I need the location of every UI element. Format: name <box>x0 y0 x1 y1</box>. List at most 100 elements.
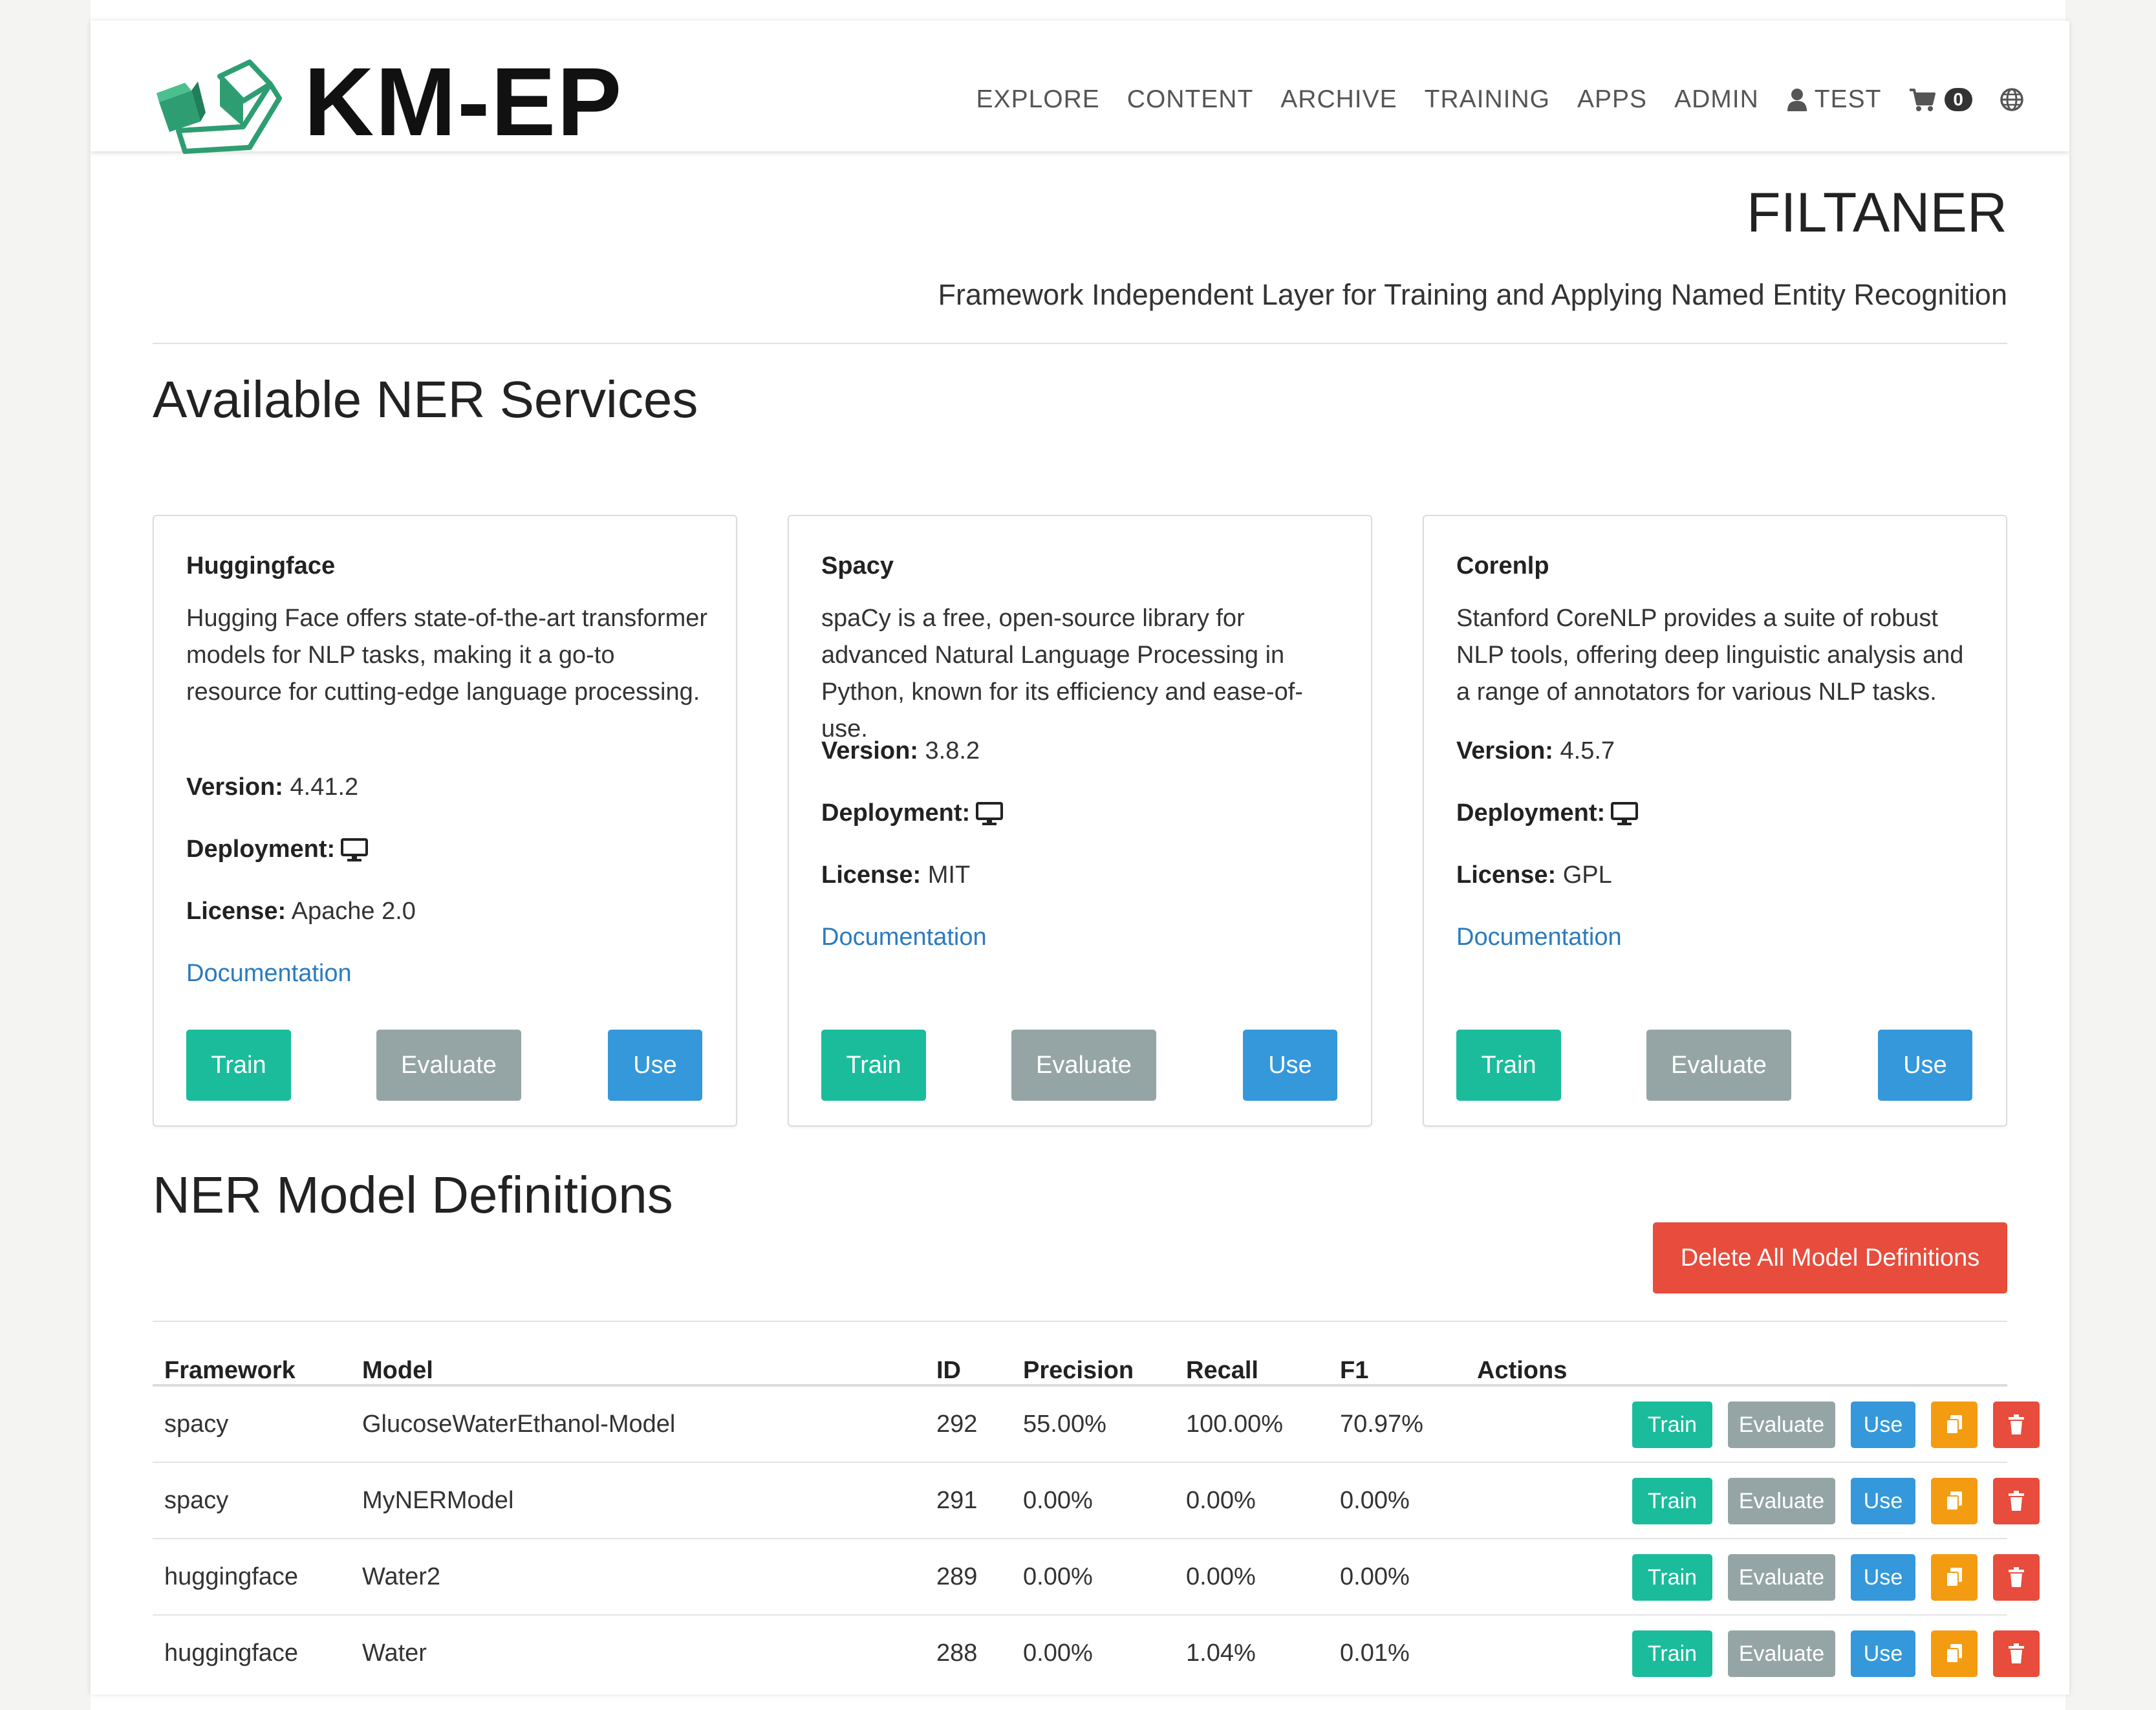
evaluate-button[interactable]: Evaluate <box>1011 1030 1156 1101</box>
row-train-button[interactable]: Train <box>1632 1402 1712 1448</box>
version-label: Version: <box>1456 737 1553 764</box>
license-label: License: <box>821 861 922 889</box>
desktop-icon <box>976 801 1004 825</box>
nav-archive[interactable]: ARCHIVE <box>1280 85 1397 113</box>
row-evaluate-button[interactable]: Evaluate <box>1728 1402 1835 1448</box>
nav-language[interactable] <box>2000 87 2024 112</box>
version-label: Version: <box>186 774 283 801</box>
deployment-label: Deployment: <box>186 836 336 863</box>
evaluate-button[interactable]: Evaluate <box>1646 1030 1791 1101</box>
desktop-icon <box>341 838 369 861</box>
row-delete-button[interactable] <box>1993 1478 2040 1524</box>
user-icon <box>1787 89 1807 111</box>
row-copy-button[interactable] <box>1931 1554 1978 1601</box>
nav-cart[interactable]: 0 <box>1908 87 1972 112</box>
row-copy-button[interactable] <box>1931 1630 1978 1677</box>
column-header-recall: Recall <box>1186 1357 1258 1384</box>
use-button[interactable]: Use <box>1878 1030 1972 1101</box>
cell-model: Water <box>362 1640 427 1667</box>
copy-icon <box>1946 1415 1962 1434</box>
row-use-button[interactable]: Use <box>1851 1630 1915 1677</box>
page-margin-left <box>0 0 91 1710</box>
row-divider <box>153 1538 2007 1539</box>
row-use-button[interactable]: Use <box>1851 1402 1915 1448</box>
copy-icon <box>1946 1491 1962 1511</box>
nav-content[interactable]: CONTENT <box>1127 85 1254 113</box>
card-description: Hugging Face offers state-of-the-art tra… <box>186 605 708 706</box>
nav-user[interactable]: TEST <box>1786 85 1882 114</box>
table-top-divider <box>153 1321 2007 1322</box>
top-navbar: KM-EP EXPLORE CONTENT ARCHIVE TRAINING A… <box>91 21 2069 156</box>
card-deployment: Deployment: <box>821 799 1004 827</box>
trash-icon <box>2009 1491 2024 1511</box>
row-evaluate-button[interactable]: Evaluate <box>1728 1630 1835 1677</box>
column-header-framework: Framework <box>164 1357 296 1384</box>
row-train-button[interactable]: Train <box>1632 1554 1712 1601</box>
nav-admin[interactable]: ADMIN <box>1674 85 1759 113</box>
service-card-spacy: Spacy spaCy is a free, open-source libra… <box>788 515 1372 1127</box>
card-license: License: Apache 2.0 <box>186 898 416 925</box>
services-heading: Available NER Services <box>153 371 698 428</box>
row-train-button[interactable]: Train <box>1632 1478 1712 1524</box>
documentation-link[interactable]: Documentation <box>186 960 352 987</box>
deployment-label: Deployment: <box>1456 799 1606 827</box>
license-value: GPL <box>1562 861 1612 889</box>
trash-icon <box>2009 1643 2024 1663</box>
license-value: Apache 2.0 <box>291 898 416 925</box>
brand-name[interactable]: KM-EP <box>304 47 623 156</box>
delete-all-models-button[interactable]: Delete All Model Definitions <box>1653 1222 2007 1293</box>
row-copy-button[interactable] <box>1931 1478 1978 1524</box>
cell-model: MyNERModel <box>362 1487 514 1514</box>
cell-precision: 0.00% <box>1023 1640 1093 1667</box>
train-button[interactable]: Train <box>821 1030 926 1101</box>
card-license: License: MIT <box>821 861 970 889</box>
row-evaluate-button[interactable]: Evaluate <box>1728 1478 1835 1524</box>
app-subtitle: Framework Independent Layer for Training… <box>938 278 2007 311</box>
cart-icon <box>1910 89 1936 111</box>
desktop-icon <box>1611 801 1639 825</box>
page-container: KM-EP EXPLORE CONTENT ARCHIVE TRAINING A… <box>91 21 2069 1694</box>
row-delete-button[interactable] <box>1993 1554 2040 1601</box>
row-delete-button[interactable] <box>1993 1630 2040 1677</box>
card-version: Version: 3.8.2 <box>821 737 980 765</box>
row-evaluate-button[interactable]: Evaluate <box>1728 1554 1835 1601</box>
version-label: Version: <box>821 737 918 764</box>
table-header-divider <box>153 1384 2007 1387</box>
version-value: 3.8.2 <box>925 737 980 764</box>
train-button[interactable]: Train <box>1456 1030 1561 1101</box>
cell-id: 292 <box>936 1411 978 1438</box>
license-label: License: <box>1456 861 1557 889</box>
column-header-precision: Precision <box>1023 1357 1134 1384</box>
license-value: MIT <box>927 861 971 889</box>
nav-apps[interactable]: APPS <box>1577 85 1648 113</box>
card-version: Version: 4.5.7 <box>1456 737 1615 765</box>
use-button[interactable]: Use <box>608 1030 702 1101</box>
cell-framework: spacy <box>164 1411 229 1438</box>
row-train-button[interactable]: Train <box>1632 1630 1712 1677</box>
nav-explore[interactable]: EXPLORE <box>976 85 1100 113</box>
use-button[interactable]: Use <box>1243 1030 1337 1101</box>
row-use-button[interactable]: Use <box>1851 1478 1915 1524</box>
nav-training[interactable]: TRAINING <box>1424 85 1551 113</box>
cell-recall: 0.00% <box>1186 1487 1256 1514</box>
cell-id: 291 <box>936 1487 978 1514</box>
documentation-link[interactable]: Documentation <box>1456 924 1622 951</box>
row-divider <box>153 1462 2007 1463</box>
train-button[interactable]: Train <box>186 1030 291 1101</box>
card-version: Version: 4.41.2 <box>186 774 358 801</box>
row-copy-button[interactable] <box>1931 1402 1978 1448</box>
documentation-link[interactable]: Documentation <box>821 924 987 951</box>
evaluate-button[interactable]: Evaluate <box>376 1030 521 1101</box>
card-title: Spacy <box>821 552 894 579</box>
column-header-id: ID <box>936 1357 961 1384</box>
cell-framework: huggingface <box>164 1563 299 1590</box>
row-use-button[interactable]: Use <box>1851 1554 1915 1601</box>
cell-id: 289 <box>936 1563 978 1590</box>
row-delete-button[interactable] <box>1993 1402 2040 1448</box>
cell-recall: 0.00% <box>1186 1563 1256 1590</box>
cell-recall: 1.04% <box>1186 1640 1256 1667</box>
column-header-f1: F1 <box>1340 1357 1369 1384</box>
km-ep-logo-icon[interactable] <box>153 50 282 158</box>
cell-precision: 55.00% <box>1023 1411 1106 1438</box>
cell-framework: huggingface <box>164 1640 299 1667</box>
